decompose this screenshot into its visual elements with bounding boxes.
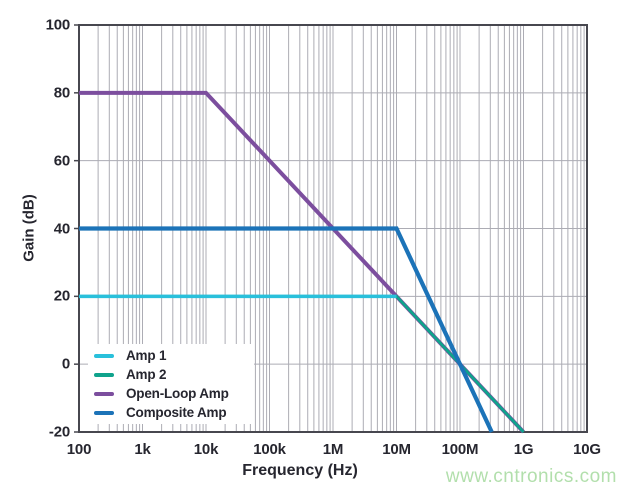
y-tick-label: -20	[48, 423, 70, 441]
y-tick-label: 20	[53, 287, 70, 305]
legend-label-amp-2: Amp 2	[126, 367, 167, 382]
x-tick-label: 10k	[193, 441, 219, 458]
legend-swatch-open-loop-amp	[94, 391, 114, 396]
legend-item-amp-2: Amp 2	[88, 366, 254, 383]
x-axis-title: Frequency (Hz)	[242, 462, 358, 479]
legend-label-open-loop-amp: Open-Loop Amp	[126, 386, 229, 401]
legend-item-open-loop-amp: Open-Loop Amp	[88, 385, 254, 402]
x-tick-label: 100M	[441, 441, 479, 458]
legend-label-composite-amp: Composite Amp	[126, 405, 227, 420]
y-tick-label: 0	[61, 355, 70, 373]
x-tick-label: 1k	[134, 441, 151, 458]
legend-swatch-amp-2	[94, 372, 114, 377]
x-tick-label: 1G	[513, 441, 534, 458]
watermark: www.cntronics.com	[445, 466, 617, 487]
legend-swatch-composite-amp	[94, 410, 114, 415]
y-tick-label: 40	[53, 220, 70, 237]
legend-item-amp-1: Amp 1	[88, 347, 254, 364]
x-tick-label: 100k	[253, 441, 286, 458]
x-tick-label: 10M	[382, 441, 411, 458]
y-tick-label: 80	[53, 84, 70, 102]
legend-label-amp-1: Amp 1	[126, 348, 167, 363]
y-tick-label: 100	[45, 16, 71, 34]
legend: Amp 1 Amp 2 Open-Loop Amp Composite Amp	[88, 344, 254, 424]
x-tick-label: 1M	[322, 441, 344, 458]
y-axis-title: Gain (dB)	[20, 194, 38, 262]
y-tick-label: 60	[53, 152, 70, 170]
x-tick-label: 10G	[573, 441, 601, 458]
legend-item-composite-amp: Composite Amp	[88, 404, 254, 421]
x-tick-label: 100	[66, 441, 92, 458]
legend-swatch-amp-1	[94, 353, 114, 358]
